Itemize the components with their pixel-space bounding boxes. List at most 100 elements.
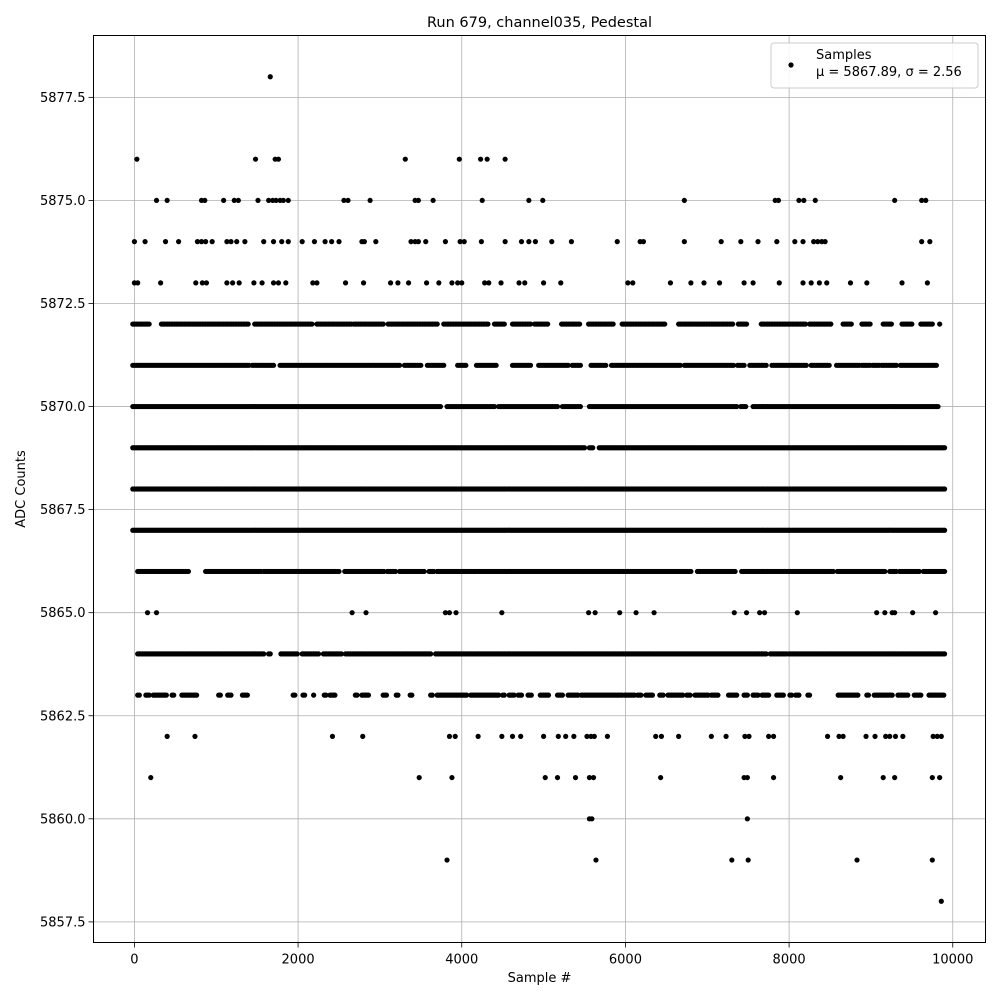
x-tick-label: 8000 (773, 953, 806, 968)
data-point (373, 239, 379, 245)
data-point (757, 610, 763, 616)
data-point (681, 239, 687, 245)
data-point (796, 692, 802, 698)
data-point (941, 692, 947, 698)
data-point (812, 197, 818, 204)
data-point (610, 321, 616, 327)
data-point (310, 280, 316, 286)
data-point (893, 362, 899, 368)
data-point (255, 197, 261, 204)
data-point (918, 692, 924, 698)
y-tick-label: 5860.0 (40, 812, 86, 827)
data-point (840, 733, 846, 739)
data-point (363, 610, 369, 616)
y-tick-label: 5877.5 (40, 91, 86, 106)
data-point (640, 239, 647, 245)
data-point (502, 156, 508, 162)
data-point (730, 362, 737, 368)
data-point (796, 197, 802, 204)
data-point (681, 197, 687, 204)
y-axis: 5857.5 5860.0 5862.5 5865.0 5867.5 5870.0 5872… (40, 91, 94, 930)
data-point (558, 280, 564, 286)
data-point (430, 197, 436, 204)
data-point (688, 280, 694, 286)
data-point (442, 239, 448, 245)
data-point (499, 733, 505, 739)
data-point (559, 692, 566, 698)
data-point (131, 239, 138, 245)
data-point (723, 733, 729, 739)
legend: Samples μ = 5867.89, σ = 2.56 (770, 42, 979, 89)
data-point (715, 692, 721, 698)
data-point (563, 733, 569, 739)
data-point (680, 692, 686, 698)
data-point (568, 239, 575, 245)
data-point (309, 321, 315, 327)
data-point (808, 280, 814, 286)
data-point (429, 692, 435, 698)
data-point (687, 692, 693, 698)
data-point (176, 239, 182, 245)
data-point (822, 239, 828, 245)
data-point (270, 239, 277, 245)
data-point (383, 692, 390, 698)
data-point (194, 692, 200, 698)
data-point (415, 239, 421, 245)
data-point (436, 280, 442, 286)
data-point (323, 692, 329, 698)
data-point (275, 156, 282, 162)
legend-stats-sigma: σ = 2.56 (905, 65, 961, 80)
y-tick-label: 5867.5 (40, 503, 86, 518)
data-point (342, 280, 349, 286)
legend-stats-mu: μ = 5867.89, (816, 65, 905, 80)
data-point (770, 774, 777, 781)
data-point (456, 156, 462, 162)
data-point (315, 651, 322, 657)
data-point (329, 733, 336, 739)
data-point (909, 321, 915, 327)
data-point (279, 239, 285, 245)
data-point (194, 239, 201, 245)
data-point (540, 733, 547, 739)
data-point (892, 610, 898, 616)
data-point (882, 610, 888, 616)
data-point (449, 774, 455, 781)
data-point (744, 774, 750, 781)
data-point (441, 362, 447, 368)
data-point (457, 239, 463, 245)
data-point (731, 610, 737, 616)
data-point (932, 610, 939, 616)
data-point (933, 362, 939, 368)
data-point (252, 156, 259, 162)
data-point (164, 197, 170, 204)
data-point (806, 692, 813, 698)
data-point (802, 321, 809, 327)
data-point (708, 733, 714, 739)
data-point (261, 239, 267, 245)
data-point (259, 280, 265, 286)
data-point (365, 692, 372, 698)
data-point (803, 362, 809, 368)
data-point (815, 239, 821, 245)
data-point (332, 692, 338, 698)
data-point (495, 692, 502, 698)
data-point (329, 239, 335, 245)
data-point (396, 362, 403, 368)
data-point (164, 733, 170, 739)
data-point (761, 610, 768, 616)
data-point (882, 568, 888, 575)
data-point (518, 692, 525, 698)
data-point (888, 321, 894, 327)
data-point (486, 280, 492, 286)
data-point (788, 692, 795, 698)
data-point (444, 857, 450, 863)
data-point (146, 321, 152, 327)
data-point (938, 733, 944, 739)
data-point (614, 239, 620, 245)
data-point (889, 692, 895, 698)
data-point (549, 239, 555, 245)
data-point (743, 321, 750, 327)
y-tick-label: 5875.0 (40, 194, 86, 209)
data-point (416, 774, 422, 781)
data-point (142, 239, 148, 245)
